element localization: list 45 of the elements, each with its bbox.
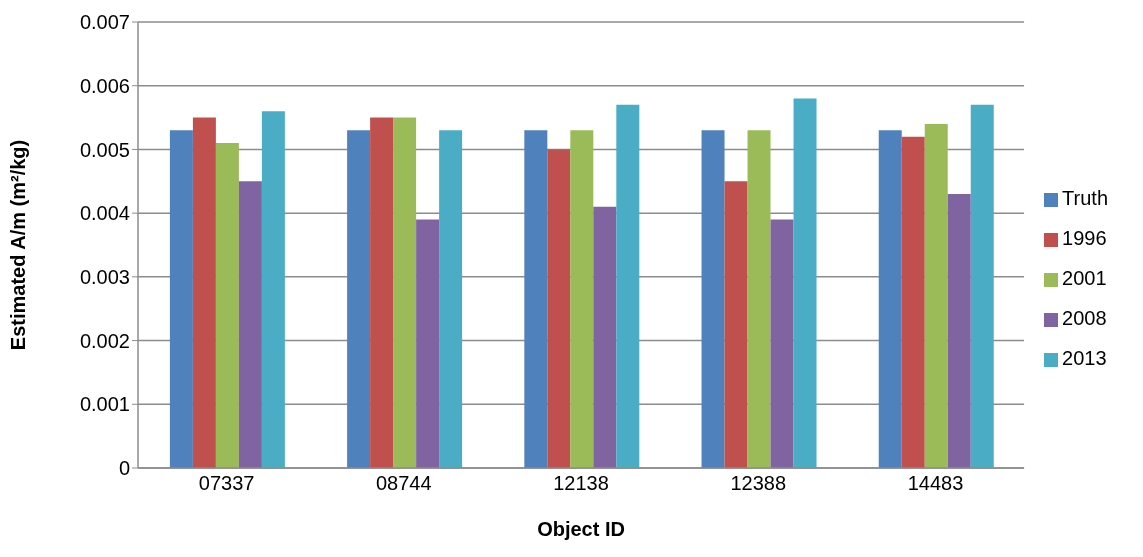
bar: [947, 194, 971, 468]
x-axis-title: Object ID: [537, 518, 625, 540]
bar: [261, 111, 285, 468]
bar: [370, 117, 394, 468]
y-tick-label: 0: [118, 457, 130, 480]
y-tick-label: 0.004: [79, 202, 130, 225]
bar: [616, 104, 640, 468]
legend-label: 2008: [1062, 307, 1107, 329]
bar: [770, 219, 794, 468]
bar: [570, 130, 594, 468]
bar: [747, 130, 771, 468]
bar: [393, 117, 417, 468]
y-tick-label: 0.007: [79, 11, 130, 34]
bar: [238, 181, 262, 468]
y-tick-label: 0.001: [79, 393, 130, 416]
x-tick-label: 07337: [198, 472, 255, 495]
bar: [169, 130, 193, 468]
bar: [793, 98, 817, 468]
legend-label: Truth: [1062, 187, 1108, 209]
y-axis-title: Estimated A/m (m²/kg): [7, 139, 30, 351]
bar: [439, 130, 463, 468]
bar: [215, 143, 239, 468]
y-tick-label: 0.003: [79, 265, 130, 288]
bar: [724, 181, 748, 468]
x-tick-label: 08744: [376, 472, 432, 495]
x-tick-label: 12138: [553, 472, 609, 495]
bar: [524, 130, 548, 468]
y-tick-label: 0.006: [79, 74, 130, 97]
legend-label: 2001: [1062, 267, 1107, 289]
bar: [593, 206, 617, 468]
legend-label: 2013: [1062, 347, 1107, 369]
x-tick-label: 12388: [730, 472, 787, 495]
bar: [547, 149, 571, 468]
legend-label: 1996: [1062, 227, 1107, 249]
bar: [347, 130, 371, 468]
bar: [192, 117, 216, 468]
bar: [701, 130, 725, 468]
bar: [416, 219, 440, 468]
bar: [924, 123, 948, 468]
bar: [970, 104, 994, 468]
bar: [878, 130, 902, 468]
y-tick-label: 0.005: [79, 138, 130, 161]
x-tick-label: 14483: [907, 472, 964, 495]
y-tick-label: 0.002: [79, 329, 130, 352]
bar: [901, 136, 925, 468]
